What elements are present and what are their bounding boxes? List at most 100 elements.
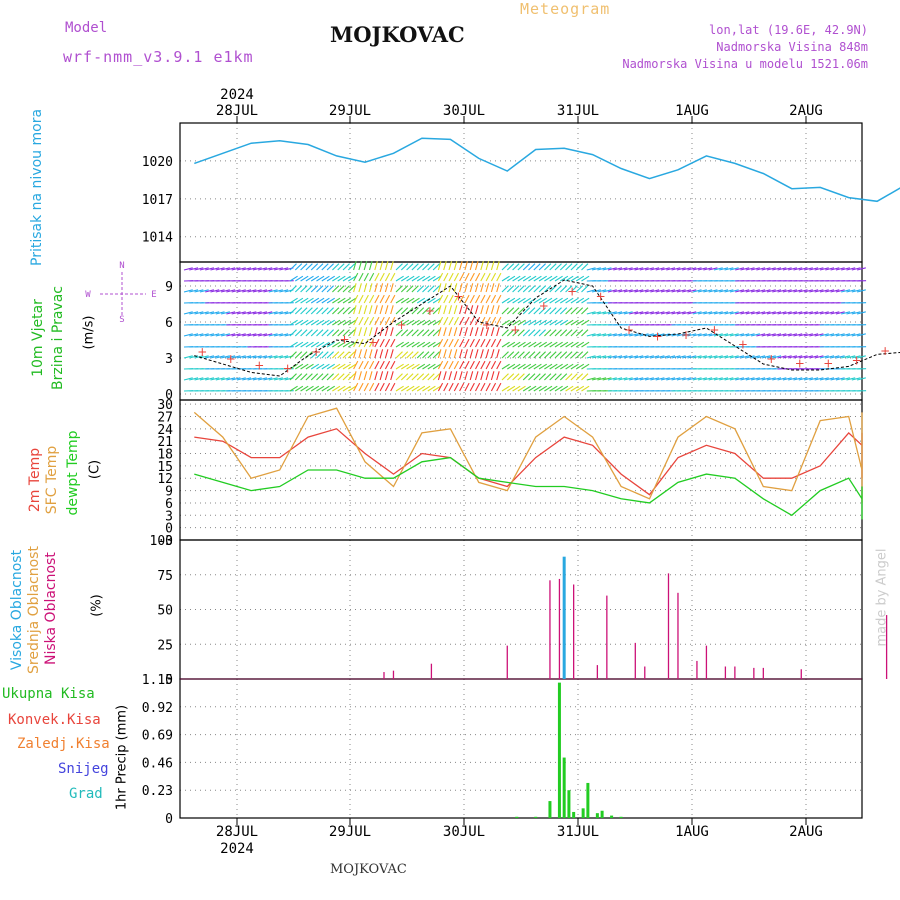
wind-barb xyxy=(745,267,755,271)
wind-barb xyxy=(602,333,612,337)
wind-barb xyxy=(469,294,475,304)
wind-barb xyxy=(358,305,362,315)
wind-barb xyxy=(337,297,346,304)
wind-barb xyxy=(650,289,660,293)
wind-barb xyxy=(183,267,193,271)
wind-barb xyxy=(549,351,557,359)
gust-marker: + xyxy=(852,354,862,368)
wind-barb xyxy=(273,355,283,359)
wind-barb xyxy=(310,285,319,293)
wind-barb xyxy=(300,341,309,348)
wind-barb xyxy=(798,355,808,359)
wind-barb xyxy=(459,349,463,359)
wind-barb xyxy=(735,289,745,293)
wind-barb xyxy=(220,289,230,293)
wind-barb xyxy=(199,289,209,293)
wind-barb xyxy=(851,311,861,315)
wind-barb xyxy=(427,329,435,337)
wind-barb xyxy=(724,377,734,381)
wind-barb xyxy=(581,275,590,282)
wind-barb xyxy=(745,289,755,293)
wind-barb xyxy=(676,289,686,293)
wind-barb xyxy=(268,311,278,315)
wind-barb xyxy=(554,275,563,282)
wind-barb xyxy=(242,355,252,359)
wind-barb xyxy=(756,377,766,381)
wind-barb xyxy=(517,307,525,315)
wind-barbs xyxy=(183,261,867,392)
wind-barb xyxy=(766,311,776,315)
wind-barb xyxy=(522,373,531,381)
wind-barb xyxy=(427,341,436,348)
wind-barb xyxy=(480,294,486,304)
wind-barb xyxy=(273,377,283,381)
wind-barb xyxy=(660,311,670,315)
wind-barb xyxy=(363,283,368,293)
wind-barb xyxy=(432,341,441,348)
wind-barb xyxy=(316,363,325,370)
wind-barb xyxy=(395,285,403,293)
precip-bar xyxy=(572,811,576,818)
wind-barb xyxy=(316,297,325,304)
wind-barb xyxy=(740,289,750,293)
wind-barb xyxy=(650,377,660,381)
wind-barb xyxy=(273,333,283,337)
wind-barb xyxy=(841,377,851,381)
wind-barb xyxy=(437,382,444,392)
wind-barb xyxy=(189,311,199,315)
wind-barb xyxy=(819,311,829,315)
wind-barb xyxy=(205,355,215,359)
wind-barb xyxy=(379,305,384,315)
wind-barb xyxy=(644,377,654,381)
wind-barb xyxy=(485,371,490,381)
wind-barb xyxy=(618,289,628,293)
wind-barb xyxy=(384,371,389,381)
temp-tick: 15 xyxy=(157,460,173,475)
wind-barb xyxy=(740,311,750,315)
wind-barb xyxy=(512,319,521,326)
wind-barb xyxy=(846,355,856,359)
wind-barb xyxy=(347,351,356,359)
wind-barb xyxy=(575,275,585,282)
wind-barb xyxy=(613,289,623,293)
wind-barb xyxy=(803,355,813,359)
wind-barb xyxy=(538,363,547,370)
wind-barb xyxy=(809,289,819,293)
wind-barb xyxy=(226,311,236,315)
wind-barb xyxy=(332,363,341,370)
wind-barb xyxy=(798,289,808,293)
wind-barb xyxy=(459,360,465,370)
wind-barb xyxy=(427,297,436,304)
wind-barb xyxy=(708,267,718,271)
wind-barb xyxy=(682,355,692,359)
wind-barb xyxy=(687,355,697,359)
wind-barb xyxy=(469,305,474,315)
wind-barb xyxy=(629,289,639,293)
gust-marker: + xyxy=(567,285,577,299)
wind-barb xyxy=(841,355,851,359)
wind-barb xyxy=(618,267,628,271)
wind-barb xyxy=(740,333,750,337)
wind-barb xyxy=(570,297,579,304)
wind-barb xyxy=(814,333,824,337)
wind-barb xyxy=(337,341,346,348)
wind-barb xyxy=(432,363,441,370)
wind-barb xyxy=(326,341,335,348)
wind-barb xyxy=(464,360,470,370)
wind-tick: 6 xyxy=(165,316,173,331)
gust-marker: + xyxy=(709,323,719,337)
wind-barb xyxy=(443,371,447,381)
wind-barb xyxy=(565,363,574,370)
wind-barb xyxy=(724,333,734,337)
wind-barb xyxy=(825,289,835,293)
wind-barb xyxy=(607,311,617,315)
wind-barb xyxy=(411,263,419,271)
wind-barb xyxy=(575,385,585,392)
wind-barb xyxy=(841,267,851,271)
wind-barb xyxy=(544,297,553,304)
wind-barb xyxy=(448,316,454,326)
wind-barb xyxy=(295,297,304,304)
wind-barb xyxy=(363,261,368,271)
wind-barb xyxy=(655,311,665,315)
